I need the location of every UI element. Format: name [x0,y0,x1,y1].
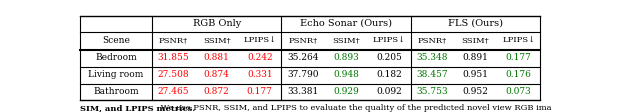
Text: 27.508: 27.508 [157,70,189,79]
Text: Bathroom: Bathroom [93,87,139,96]
Text: 0.176: 0.176 [506,70,532,79]
Text: Scene: Scene [102,36,130,45]
Text: 0.874: 0.874 [204,70,230,79]
Text: 0.948: 0.948 [333,70,359,79]
Text: 0.881: 0.881 [204,53,230,62]
Text: 0.073: 0.073 [506,87,532,96]
Text: 31.855: 31.855 [157,53,189,62]
Text: 0.182: 0.182 [376,70,402,79]
Text: 0.205: 0.205 [376,53,402,62]
Text: 33.381: 33.381 [287,87,319,96]
Text: Echo Sonar (Ours): Echo Sonar (Ours) [300,19,392,28]
Text: 0.872: 0.872 [204,87,230,96]
Text: 0.177: 0.177 [247,87,273,96]
Text: SSIM†: SSIM† [461,36,490,44]
Text: 38.457: 38.457 [417,70,448,79]
Text: 0.929: 0.929 [333,87,359,96]
Text: We use PSNR, SSIM, and LPIPS to evaluate the quality of the predicted novel view: We use PSNR, SSIM, and LPIPS to evaluate… [157,104,551,112]
Text: LPIPS↓: LPIPS↓ [372,36,406,44]
Text: 0.951: 0.951 [463,70,488,79]
Text: 0.177: 0.177 [506,53,532,62]
Text: PSNR†: PSNR† [159,36,188,44]
Text: SIM, and LPIPS metrics.: SIM, and LPIPS metrics. [80,104,195,112]
Text: PSNR†: PSNR† [418,36,447,44]
Text: LPIPS↓: LPIPS↓ [502,36,535,44]
Text: 0.242: 0.242 [247,53,273,62]
Text: FLS (Ours): FLS (Ours) [448,19,503,28]
Text: 0.092: 0.092 [376,87,402,96]
Text: SSIM†: SSIM† [332,36,360,44]
Text: 0.952: 0.952 [463,87,488,96]
Text: SSIM†: SSIM† [203,36,230,44]
Text: 35.753: 35.753 [417,87,448,96]
Text: 37.790: 37.790 [287,70,319,79]
Text: 35.264: 35.264 [287,53,319,62]
Text: 27.465: 27.465 [157,87,189,96]
Text: 0.893: 0.893 [333,53,359,62]
Text: RGB Only: RGB Only [193,19,241,28]
Text: PSNR†: PSNR† [289,36,317,44]
Text: 0.891: 0.891 [463,53,488,62]
Text: Bedroom: Bedroom [95,53,137,62]
Text: Living room: Living room [88,70,143,79]
Text: 0.331: 0.331 [247,70,273,79]
Text: 35.348: 35.348 [417,53,448,62]
Text: LPIPS↓: LPIPS↓ [243,36,276,44]
